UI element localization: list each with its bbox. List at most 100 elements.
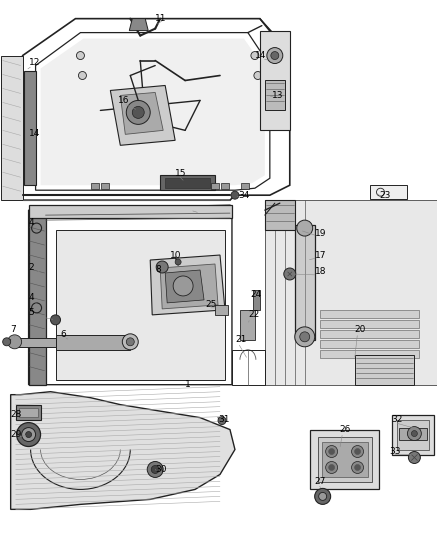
Circle shape bbox=[77, 52, 85, 60]
Polygon shape bbox=[399, 427, 427, 440]
Polygon shape bbox=[1, 61, 23, 195]
Text: 4: 4 bbox=[28, 217, 34, 227]
Circle shape bbox=[21, 427, 35, 441]
Polygon shape bbox=[24, 70, 35, 185]
Text: 27: 27 bbox=[314, 477, 326, 486]
Text: 2: 2 bbox=[28, 263, 34, 272]
Text: 24: 24 bbox=[250, 290, 261, 300]
Circle shape bbox=[314, 488, 331, 504]
Circle shape bbox=[352, 446, 364, 457]
Circle shape bbox=[297, 220, 313, 236]
Text: 32: 32 bbox=[392, 415, 403, 424]
Circle shape bbox=[407, 426, 421, 441]
Polygon shape bbox=[129, 19, 148, 30]
Polygon shape bbox=[56, 335, 130, 350]
Polygon shape bbox=[397, 419, 429, 449]
Circle shape bbox=[218, 417, 226, 425]
Polygon shape bbox=[265, 200, 295, 230]
Circle shape bbox=[122, 334, 138, 350]
Polygon shape bbox=[392, 415, 434, 455]
Text: 13: 13 bbox=[272, 91, 283, 100]
Circle shape bbox=[300, 332, 310, 342]
Circle shape bbox=[231, 191, 239, 199]
Text: 8: 8 bbox=[155, 265, 161, 274]
Text: 14: 14 bbox=[28, 129, 40, 138]
Polygon shape bbox=[16, 405, 41, 419]
Polygon shape bbox=[19, 408, 38, 417]
Polygon shape bbox=[160, 264, 218, 309]
Text: 7: 7 bbox=[11, 325, 16, 334]
Text: 31: 31 bbox=[218, 415, 230, 424]
Circle shape bbox=[319, 492, 327, 500]
Text: 28: 28 bbox=[11, 410, 22, 419]
Polygon shape bbox=[355, 355, 414, 385]
Bar bbox=[370, 185, 407, 199]
Bar bbox=[92, 183, 99, 189]
Text: 17: 17 bbox=[314, 251, 326, 260]
Polygon shape bbox=[253, 290, 260, 310]
Text: 26: 26 bbox=[339, 425, 351, 434]
Polygon shape bbox=[28, 210, 46, 385]
Circle shape bbox=[328, 464, 335, 471]
Text: 1: 1 bbox=[185, 380, 191, 389]
Polygon shape bbox=[1, 55, 23, 200]
Polygon shape bbox=[165, 178, 210, 188]
Circle shape bbox=[271, 52, 279, 60]
Polygon shape bbox=[260, 30, 290, 131]
Circle shape bbox=[352, 462, 364, 473]
Polygon shape bbox=[318, 437, 371, 482]
Text: 11: 11 bbox=[155, 14, 167, 23]
Circle shape bbox=[175, 259, 181, 265]
Text: 10: 10 bbox=[170, 251, 182, 260]
Circle shape bbox=[156, 261, 168, 273]
Circle shape bbox=[295, 327, 314, 347]
Text: 5: 5 bbox=[28, 309, 34, 317]
Text: 34: 34 bbox=[238, 191, 249, 200]
Text: 19: 19 bbox=[314, 229, 326, 238]
Circle shape bbox=[147, 462, 163, 478]
Text: 20: 20 bbox=[355, 325, 366, 334]
Circle shape bbox=[50, 315, 60, 325]
Polygon shape bbox=[310, 430, 379, 489]
Text: 14: 14 bbox=[255, 51, 266, 60]
Text: 29: 29 bbox=[11, 430, 22, 439]
Polygon shape bbox=[321, 441, 367, 478]
Polygon shape bbox=[56, 230, 225, 379]
Bar bbox=[101, 183, 110, 189]
Text: 12: 12 bbox=[28, 58, 40, 67]
Polygon shape bbox=[41, 38, 265, 185]
Polygon shape bbox=[215, 305, 228, 315]
Text: 6: 6 bbox=[60, 330, 66, 340]
Polygon shape bbox=[320, 340, 419, 348]
Bar bbox=[241, 183, 249, 189]
Polygon shape bbox=[320, 310, 419, 318]
Circle shape bbox=[132, 107, 144, 118]
Circle shape bbox=[326, 462, 338, 473]
Circle shape bbox=[126, 338, 134, 346]
Circle shape bbox=[17, 423, 41, 447]
Polygon shape bbox=[265, 200, 437, 385]
Text: 18: 18 bbox=[314, 268, 326, 277]
Circle shape bbox=[328, 449, 335, 455]
Polygon shape bbox=[11, 338, 56, 347]
Text: 30: 30 bbox=[155, 465, 167, 474]
Circle shape bbox=[254, 71, 262, 79]
Circle shape bbox=[355, 449, 360, 455]
Circle shape bbox=[3, 338, 11, 346]
Circle shape bbox=[126, 100, 150, 124]
Polygon shape bbox=[150, 255, 225, 315]
Polygon shape bbox=[295, 225, 314, 340]
Circle shape bbox=[173, 276, 193, 296]
Polygon shape bbox=[110, 85, 175, 146]
Text: 16: 16 bbox=[118, 96, 130, 105]
Circle shape bbox=[25, 432, 32, 438]
Polygon shape bbox=[120, 92, 163, 134]
Polygon shape bbox=[160, 175, 215, 190]
Polygon shape bbox=[11, 392, 235, 510]
Text: 21: 21 bbox=[235, 335, 246, 344]
Text: 23: 23 bbox=[379, 191, 391, 200]
Bar bbox=[221, 183, 229, 189]
Circle shape bbox=[8, 335, 21, 349]
Polygon shape bbox=[165, 270, 204, 303]
Polygon shape bbox=[240, 310, 255, 340]
